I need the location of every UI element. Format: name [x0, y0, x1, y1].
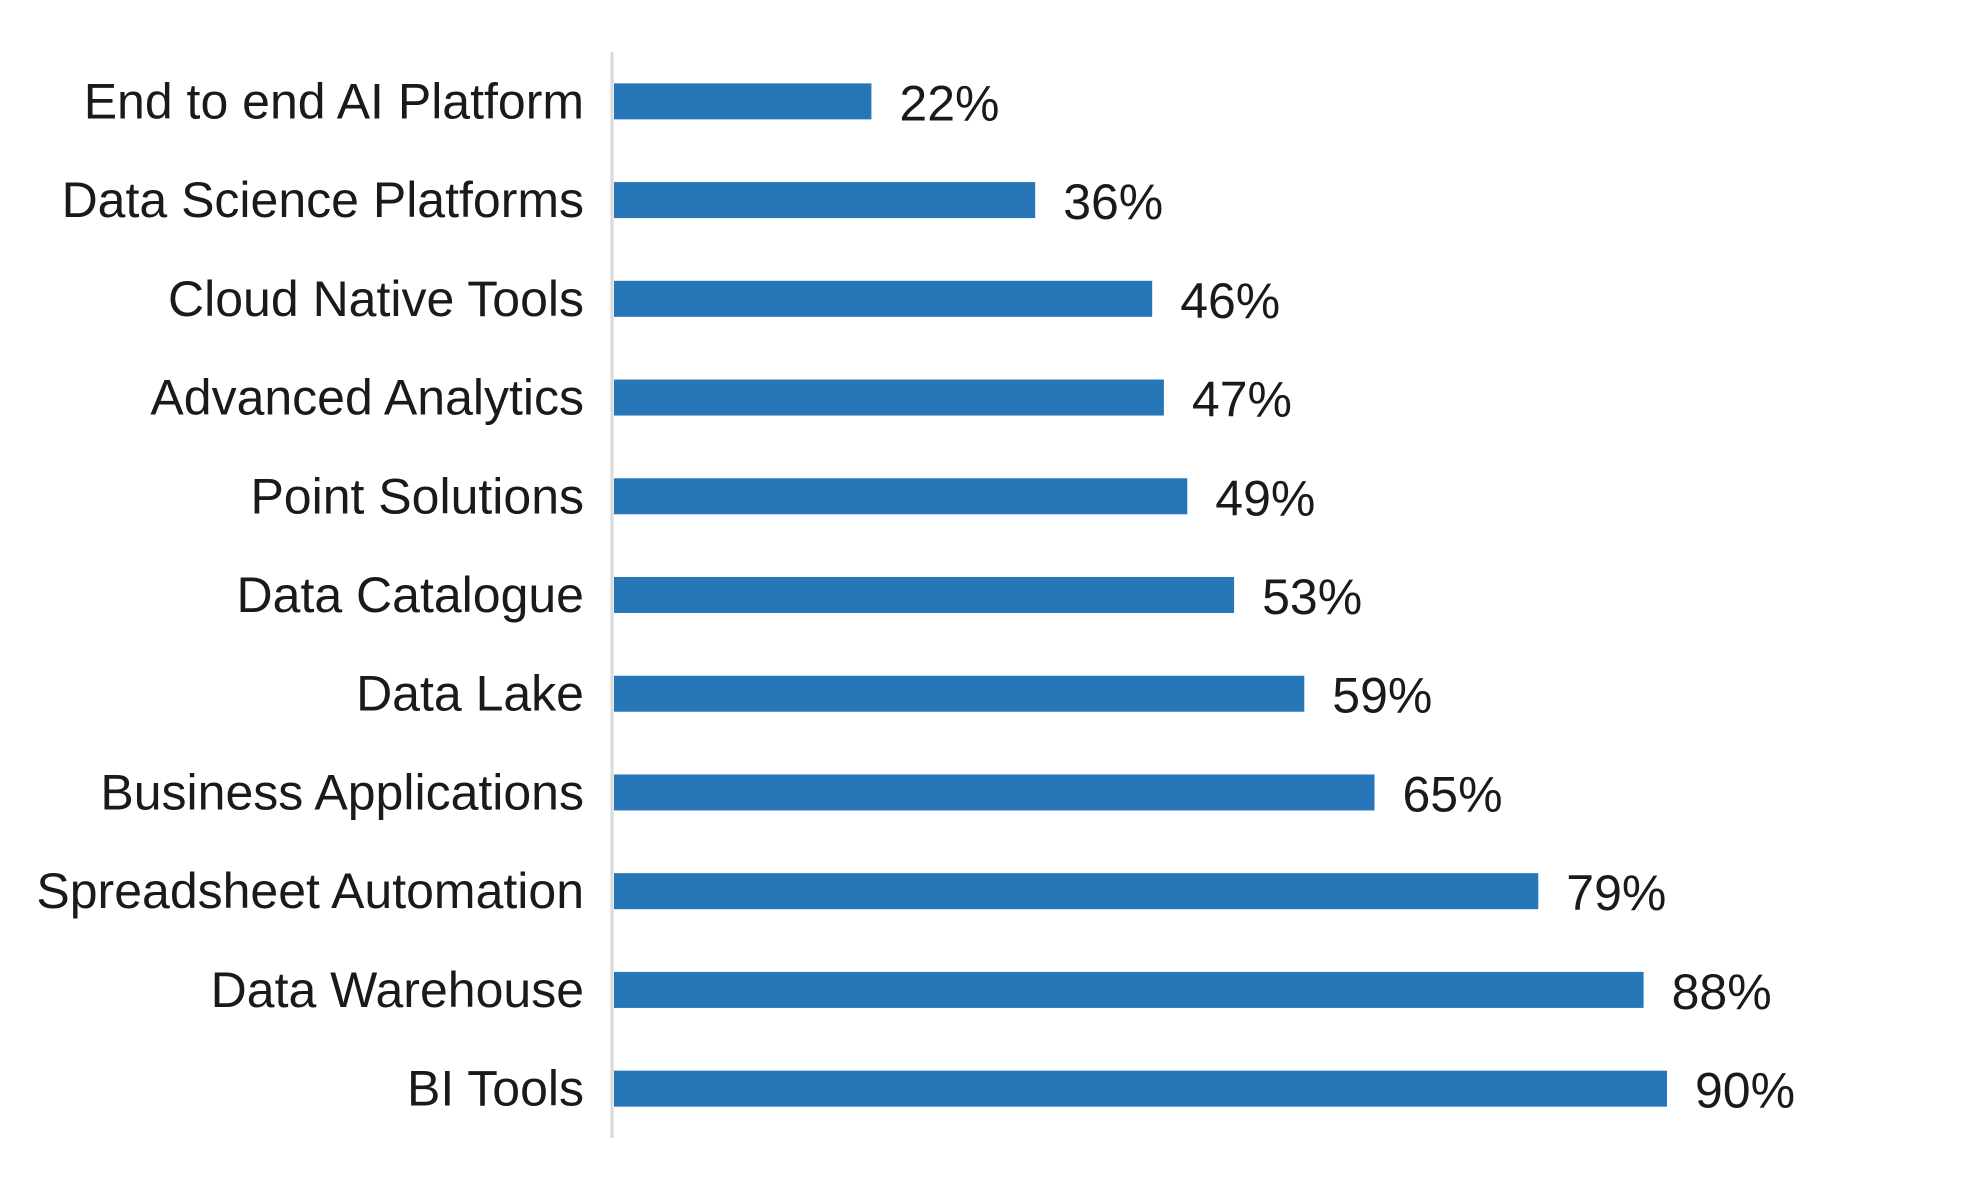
category-label-business-applications: Business Applications — [100, 764, 584, 820]
bar-cloud-native-tools — [614, 280, 1153, 317]
category-label-spreadsheet-automation: Spreadsheet Automation — [36, 863, 584, 919]
value-label-data-lake: 59% — [1332, 668, 1432, 724]
value-label-bi-tools: 90% — [1695, 1063, 1795, 1119]
value-label-data-catalogue: 53% — [1262, 569, 1362, 625]
category-label-data-catalogue: Data Catalogue — [237, 567, 584, 623]
category-label-data-warehouse: Data Warehouse — [211, 962, 584, 1018]
category-label-advanced-analytics: Advanced Analytics — [150, 370, 584, 426]
category-labels-group: End to end AI Platform Data Science Platf… — [36, 73, 584, 1116]
bar-spreadsheet-automation — [614, 873, 1539, 910]
value-label-data-science-platforms: 36% — [1063, 174, 1163, 230]
bar-point-solutions — [614, 478, 1188, 515]
value-label-advanced-analytics: 47% — [1192, 372, 1292, 428]
value-label-spreadsheet-automation: 79% — [1566, 865, 1666, 921]
category-label-bi-tools: BI Tools — [407, 1061, 584, 1117]
value-label-data-warehouse: 88% — [1672, 964, 1772, 1020]
bar-advanced-analytics — [614, 379, 1164, 416]
bar-data-warehouse — [614, 971, 1644, 1008]
value-label-point-solutions: 49% — [1215, 470, 1315, 526]
category-label-data-science-platforms: Data Science Platforms — [62, 172, 584, 228]
value-label-business-applications: 65% — [1403, 766, 1503, 822]
bar-data-science-platforms — [614, 182, 1036, 219]
bar-data-lake — [614, 675, 1305, 712]
value-label-cloud-native-tools: 46% — [1180, 273, 1280, 329]
category-label-data-lake: Data Lake — [356, 666, 584, 722]
category-label-end-to-end-ai-platform: End to end AI Platform — [84, 73, 584, 129]
value-label-end-to-end-ai-platform: 22% — [899, 75, 999, 131]
bars-group — [614, 83, 1667, 1107]
bar-data-catalogue — [614, 577, 1235, 613]
value-labels-group: 22% 36% 46% 47% 49% 53% 59% 65% 79%88% 90% — [899, 75, 1795, 1118]
bar-end-to-end-ai-platform — [614, 83, 872, 120]
bar-bi-tools — [614, 1070, 1667, 1107]
category-label-cloud-native-tools: Cloud Native Tools — [168, 271, 584, 327]
category-label-point-solutions: Point Solutions — [250, 468, 584, 524]
bar-business-applications — [614, 774, 1375, 811]
